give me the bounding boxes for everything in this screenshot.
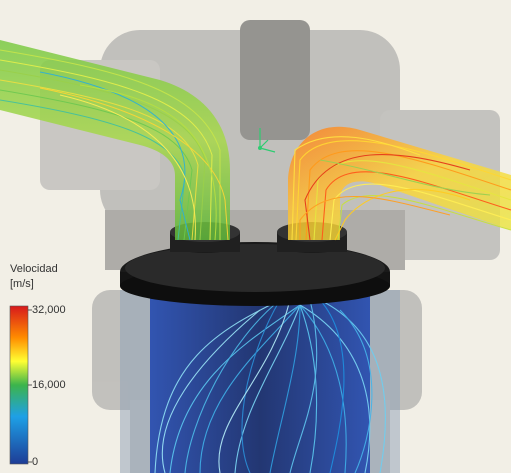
right-inlet-streamlines <box>291 136 511 241</box>
legend-unit: [m/s] <box>10 278 34 290</box>
velocity-color-scale <box>9 305 29 465</box>
legend-tick-max: 32,000 <box>32 304 66 316</box>
liner <box>120 290 400 473</box>
base-plate <box>120 242 390 306</box>
left-inlet-streamlines <box>0 49 229 241</box>
legend-tick-min: 0 <box>32 456 39 468</box>
axis-triad-icon <box>258 128 276 153</box>
legend-tick-mid: 16,000 <box>32 379 66 391</box>
left-inlet-pipe <box>0 40 230 240</box>
legend-title: Velocidad <box>10 263 58 275</box>
right-inlet-pipe <box>288 126 511 240</box>
liner-streamlines <box>154 299 386 473</box>
